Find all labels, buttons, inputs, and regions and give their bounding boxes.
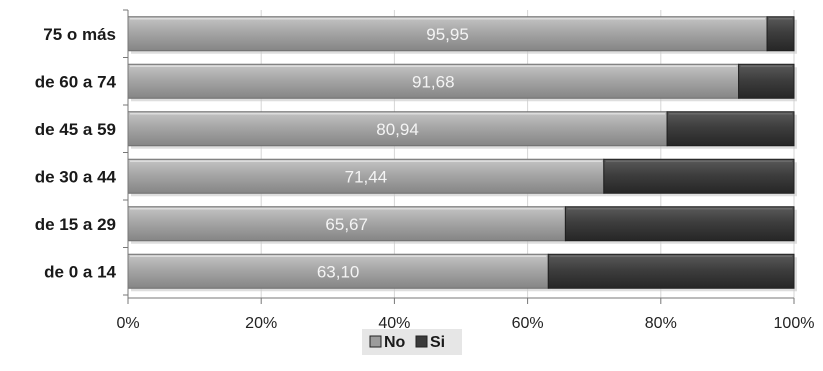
x-tick-label: 0% [116,315,139,332]
category-label: de 45 a 59 [35,120,116,139]
category-label: de 15 a 29 [35,215,116,234]
bar-no [127,63,740,99]
data-label: 80,94 [376,120,419,139]
x-tick-label: 60% [512,315,544,332]
category-label: 75 o más [43,25,116,44]
bar-no [127,158,605,194]
axes: 0% 20% 40% 60% 80% 100% [116,9,815,332]
bar-no [127,253,549,289]
bar-no [127,206,566,242]
data-label: 71,44 [345,167,388,186]
x-tick-label: 20% [245,315,277,332]
labels: 95,95 75 o más 91,68 de 60 a 74 80,94 de 45 a… [35,25,469,282]
bar-si [666,111,795,147]
bar-si [564,206,795,242]
legend-swatch-no [369,335,382,348]
category-label: de 0 a 14 [44,262,116,281]
data-label: 91,68 [412,72,455,91]
bar-si [603,158,795,194]
data-label: 65,67 [325,215,368,234]
data-label: 63,10 [317,262,360,281]
data-label: 95,95 [426,25,469,44]
gridlines [260,10,795,298]
bar-si [766,16,795,52]
x-tick-label: 40% [378,315,410,332]
x-tick-label: 100% [774,315,815,332]
x-tick-label: 80% [645,315,677,332]
legend-swatch-si [415,335,428,348]
bar-si [547,253,795,289]
legend-label: No [384,334,406,351]
bars [127,16,797,292]
legend-label: Si [430,334,445,351]
bar-no [127,111,668,147]
category-label: de 60 a 74 [35,72,117,91]
category-label: de 30 a 44 [35,167,117,186]
legend: No Si [362,329,462,355]
bar-si [738,63,795,99]
